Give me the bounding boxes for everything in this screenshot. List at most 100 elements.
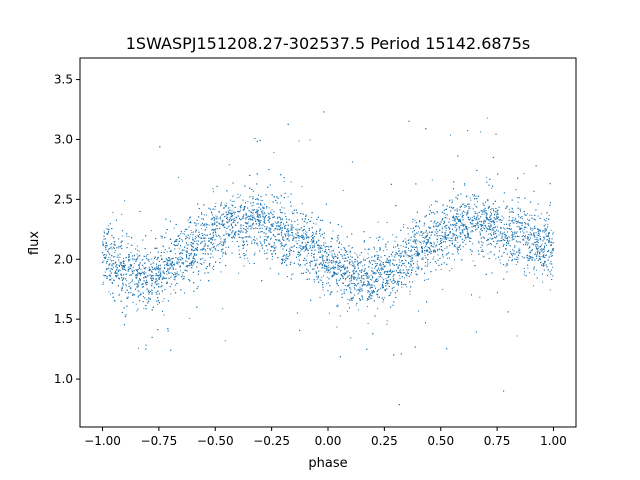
- data-point: [347, 310, 349, 312]
- data-point: [536, 254, 538, 256]
- data-point: [118, 247, 120, 249]
- data-point: [326, 246, 328, 247]
- data-point: [138, 250, 140, 252]
- data-point: [278, 226, 280, 228]
- data-point: [454, 244, 456, 246]
- data-point: [502, 252, 504, 254]
- data-point: [415, 246, 417, 248]
- data-point: [231, 241, 233, 243]
- data-point: [155, 267, 157, 269]
- data-point: [332, 230, 334, 232]
- data-point: [425, 231, 427, 233]
- data-point: [536, 236, 538, 238]
- data-point: [366, 258, 368, 260]
- data-point: [227, 226, 229, 228]
- data-point: [381, 277, 383, 279]
- data-point: [289, 249, 291, 251]
- data-point: [250, 214, 252, 216]
- data-point: [403, 262, 405, 264]
- data-point: [443, 232, 445, 234]
- data-point: [367, 291, 369, 293]
- data-point: [403, 224, 405, 226]
- data-point: [228, 233, 230, 235]
- data-point: [270, 237, 272, 239]
- data-point: [512, 234, 514, 236]
- data-point: [472, 243, 474, 245]
- data-point: [347, 253, 349, 255]
- data-point: [153, 262, 155, 264]
- data-point: [140, 268, 142, 270]
- data-point: [419, 234, 421, 236]
- data-point: [310, 255, 312, 257]
- data-point: [186, 247, 188, 249]
- data-point: [301, 203, 303, 205]
- data-point: [463, 239, 465, 241]
- data-point: [361, 297, 363, 299]
- data-point: [478, 225, 480, 227]
- data-point: [396, 290, 398, 292]
- data-point: [204, 259, 206, 261]
- data-point: [496, 242, 498, 244]
- data-point: [494, 221, 496, 223]
- data-point: [279, 222, 281, 224]
- data-point: [161, 290, 163, 292]
- data-point: [155, 274, 157, 276]
- data-point: [451, 268, 453, 270]
- data-point: [137, 269, 139, 271]
- data-point: [190, 216, 192, 218]
- data-point: [370, 274, 372, 276]
- data-point: [141, 284, 143, 286]
- data-point: [204, 249, 206, 251]
- data-point: [439, 240, 441, 242]
- data-point: [111, 277, 113, 279]
- data-point: [279, 217, 281, 219]
- data-point: [305, 249, 307, 251]
- data-point: [148, 260, 150, 262]
- data-point: [386, 281, 388, 283]
- data-point: [424, 252, 426, 254]
- data-point: [373, 272, 375, 274]
- data-point: [103, 230, 105, 232]
- data-point: [274, 221, 276, 223]
- data-point: [185, 266, 187, 268]
- data-point: [203, 233, 205, 235]
- data-point: [199, 237, 201, 239]
- data-point: [328, 246, 330, 248]
- data-point: [128, 268, 130, 270]
- data-point: [313, 245, 315, 247]
- data-point: [208, 237, 210, 239]
- data-point: [489, 222, 491, 224]
- data-point: [503, 217, 505, 219]
- data-point: [215, 221, 217, 223]
- data-point: [383, 250, 385, 252]
- data-point: [196, 236, 198, 238]
- data-point: [185, 256, 187, 258]
- data-point: [145, 272, 147, 274]
- data-point: [213, 230, 215, 232]
- data-point: [534, 252, 536, 254]
- data-point: [289, 253, 291, 255]
- data-point: [528, 272, 530, 274]
- data-point: [313, 222, 315, 224]
- data-point: [207, 254, 209, 256]
- data-point: [305, 249, 307, 251]
- data-point: [409, 293, 411, 295]
- data-point: [336, 260, 338, 262]
- data-point: [186, 252, 188, 254]
- data-point: [473, 203, 475, 205]
- data-point: [518, 252, 520, 254]
- data-point: [151, 274, 153, 276]
- data-point: [490, 209, 492, 210]
- data-point: [271, 209, 273, 211]
- data-point: [260, 200, 262, 202]
- data-point: [506, 262, 508, 264]
- data-point: [158, 283, 160, 285]
- data-point: [347, 276, 349, 278]
- data-point: [188, 244, 190, 246]
- data-point: [404, 238, 406, 240]
- data-point: [353, 271, 355, 273]
- data-point: [537, 254, 539, 256]
- data-point: [404, 277, 406, 279]
- data-point: [482, 255, 484, 257]
- data-point: [383, 271, 385, 273]
